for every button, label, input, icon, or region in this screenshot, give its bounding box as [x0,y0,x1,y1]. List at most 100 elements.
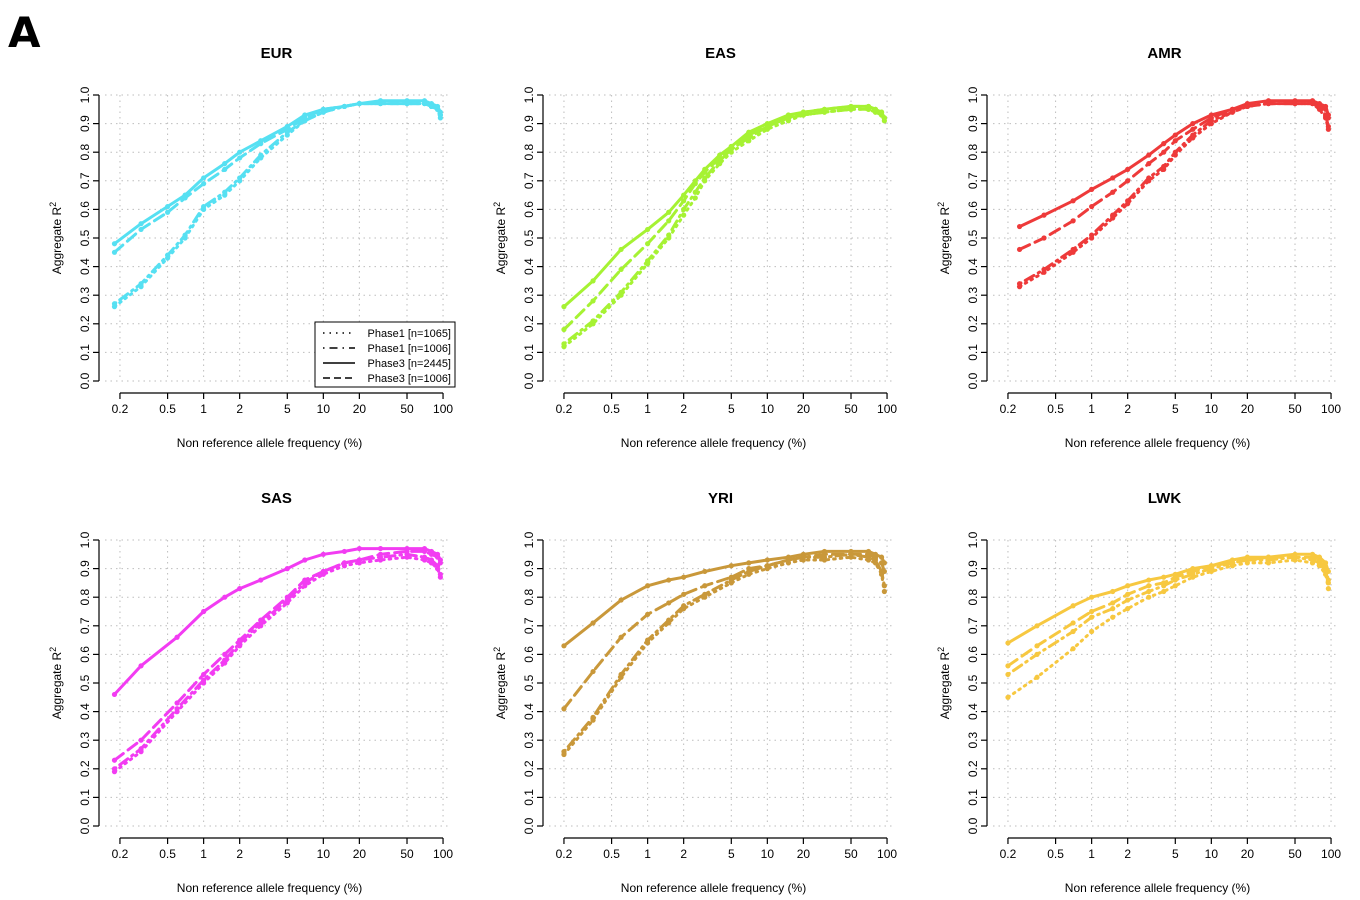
x-tick-label: 0.2 [1000,402,1017,416]
legend-label: Phase1 [n=1006] [368,343,452,355]
data-point [881,583,887,589]
y-tick-label: 0.9 [522,115,536,132]
series-line-solid [113,547,442,696]
legend-label: Phase1 [n=1065] [368,328,452,340]
data-point [1016,281,1023,287]
series-line-dashed [113,102,442,254]
data-point [1325,123,1331,130]
y-tick-label: 0.0 [522,817,536,834]
x-tick-label: 50 [844,402,858,416]
x-tick-label: 5 [284,847,291,861]
y-axis-label-text: Aggregate R [938,206,952,274]
data-point [1005,671,1011,678]
x-axis-label: Non reference allele frequency (%) [1065,436,1250,450]
data-point [1322,106,1329,112]
series-line-dotted [562,555,886,756]
data-point [702,583,708,589]
x-tick-label: 2 [680,402,687,416]
data-point [1146,577,1152,583]
data-point [728,143,734,150]
series-line-dotdash [562,107,886,346]
data-point [590,620,596,626]
x-tick-label: 10 [761,402,775,416]
data-point [1208,563,1214,569]
data-point [237,155,243,161]
data-point [1229,106,1236,112]
x-tick-label: 0.2 [112,402,129,416]
x-tick-label: 0.2 [556,402,573,416]
data-point [692,181,698,187]
data-point [237,637,243,643]
x-tick-label: 10 [317,847,331,861]
y-tick-label: 0.6 [522,201,536,218]
data-point [201,608,207,615]
data-point [428,103,435,110]
y-axis-label-superscript: 2 [936,202,946,207]
data-point [666,232,672,238]
y-tick-label: 0.1 [522,344,536,361]
y-tick-label: 0.5 [522,674,536,691]
data-point [174,700,180,706]
data-point [138,221,144,227]
x-tick-label: 20 [1241,402,1255,416]
y-tick-label: 0.9 [966,115,980,132]
data-point [164,252,171,258]
data-point [302,577,308,583]
data-point [821,551,828,557]
y-axis-label-text: Aggregate R [50,651,64,719]
data-point [138,737,144,743]
legend: Phase1 [n=1065] Phase1 [n=1006] Phase3 [n=… [314,321,456,388]
data-point [702,591,708,597]
y-axis-label: Aggregate R2 [936,202,952,274]
data-point [320,568,326,575]
x-tick-label: 5 [728,847,735,861]
data-point [1161,574,1167,580]
data-point [174,634,180,640]
y-axis-label-superscript: 2 [48,202,58,207]
y-tick-label: 0.6 [966,201,980,218]
y-tick-label: 0.1 [78,344,92,361]
data-point [681,206,687,212]
series-line-dashed [113,549,442,762]
x-tick-label: 2 [1124,402,1131,416]
x-tick-label: 100 [433,402,453,416]
x-tick-label: 2 [680,847,687,861]
y-tick-label: 0.0 [78,372,92,389]
y-tick-label: 0.0 [78,817,92,834]
y-axis-label-superscript: 2 [48,647,58,652]
data-point [428,551,435,557]
data-point [764,123,770,130]
data-point [618,246,624,253]
series-line-dashed [562,552,886,711]
data-point [645,583,651,589]
data-point [728,563,734,569]
y-tick-label: 0.8 [522,589,536,606]
data-point [702,175,708,181]
y-tick-label: 0.4 [522,258,536,275]
data-point [785,557,792,563]
series-line-solid [1018,99,1330,229]
chart-title: YRI [708,490,733,507]
chart-title: EAS [705,45,736,62]
x-tick-label: 100 [877,402,897,416]
data-point [341,548,348,555]
data-point [302,557,308,563]
x-tick-label: 20 [1241,847,1255,861]
data-point [785,115,792,121]
y-tick-label: 0.0 [966,372,980,389]
y-tick-label: 0.4 [78,258,92,275]
data-point [1190,126,1196,132]
data-point [1172,149,1178,155]
data-point [645,637,651,643]
data-point [1016,246,1023,253]
data-point [356,100,362,107]
series-line-solid [113,99,442,246]
data-point [681,198,687,204]
x-axis-label: Non reference allele frequency (%) [1065,881,1250,895]
x-tick-label: 1 [1088,847,1095,861]
data-point [1146,152,1152,158]
data-point [1325,586,1331,592]
data-point [618,266,624,273]
data-point [237,149,243,155]
x-tick-label: 1 [200,847,207,861]
